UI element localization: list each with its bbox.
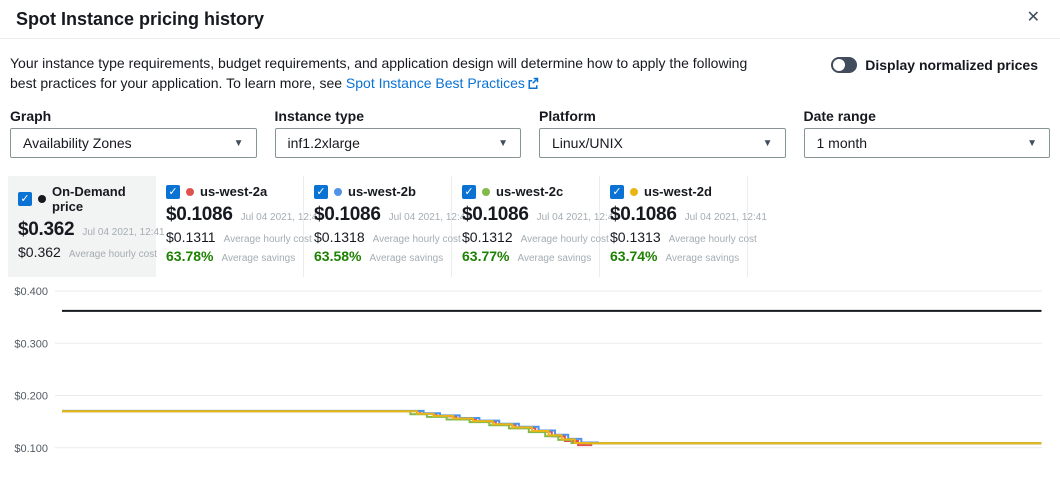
series-color-dot [630, 187, 638, 196]
average-savings: 63.74% [610, 248, 658, 264]
average-savings: 63.77% [462, 248, 510, 264]
series-line-us-west-2c [62, 410, 1042, 445]
legend-card-on-demand-price[interactable]: ✓ On-Demand price $0.362 Jul 04 2021, 12:41… [8, 176, 165, 277]
pricing-chart-svg[interactable]: $0.400$0.300$0.200$0.100$0.000Jun 15Jun … [0, 277, 1060, 489]
dialog-header: Spot Instance pricing history ✕ [0, 0, 1060, 39]
legend-card-us-west-2a[interactable]: ✓ us-west-2a $0.1086 Jul 04 2021, 12:41 $0.1… [156, 176, 323, 277]
chevron-down-icon: ▼ [1027, 137, 1037, 149]
toggle-knob [833, 59, 846, 71]
series-name: us-west-2d [644, 184, 712, 199]
average-hourly-cost-label: Average hourly cost [668, 234, 757, 245]
intro-text-body: Your instance type requirements, budget … [10, 55, 748, 91]
toggle-label: Display normalized prices [865, 57, 1038, 73]
legend-card-title: ✓ us-west-2d [610, 184, 737, 199]
legend-card-us-west-2d[interactable]: ✓ us-west-2d $0.1086 Jul 04 2021, 12:41 $0.1… [600, 176, 767, 277]
legend-cards-row: ✓ On-Demand price $0.362 Jul 04 2021, 12:41… [0, 164, 1060, 277]
series-line-us-west-2b [62, 409, 1042, 445]
platform-select[interactable]: Linux/UNIX ▼ [539, 128, 786, 158]
legend-card-title: ✓ us-west-2a [166, 184, 293, 199]
page-title: Spot Instance pricing history [16, 9, 265, 29]
series-name: On-Demand price [52, 184, 126, 214]
legend-checkbox[interactable]: ✓ [166, 184, 180, 199]
date-range-label: Date range [803, 108, 876, 124]
filter-platform: Platform Linux/UNIX ▼ [539, 108, 786, 158]
legend-checkbox[interactable]: ✓ [462, 184, 476, 199]
series-name: us-west-2a [200, 184, 268, 199]
legend-card-us-west-2c[interactable]: ✓ us-west-2c $0.1086 Jul 04 2021, 12:41 $0.1… [452, 176, 619, 277]
graph-select-value: Availability Zones [23, 135, 132, 151]
current-price: $0.1086 [314, 204, 381, 225]
external-link-icon [527, 74, 539, 94]
current-price: $0.362 [18, 219, 75, 240]
close-icon[interactable]: ✕ [1026, 9, 1040, 26]
intro-row: Your instance type requirements, budget … [0, 39, 1060, 98]
series-color-dot [334, 187, 342, 196]
pricing-chart: $0.400$0.300$0.200$0.100$0.000Jun 15Jun … [0, 277, 1060, 489]
y-axis-tick-label: $0.200 [14, 391, 48, 403]
legend-checkbox[interactable]: ✓ [18, 192, 32, 206]
average-hourly-cost: $0.1313 [610, 229, 661, 245]
average-hourly-cost: $0.1312 [462, 229, 513, 245]
legend-card-title: ✓ us-west-2c [462, 184, 589, 199]
date-range-select[interactable]: 1 month ▼ [803, 128, 1050, 158]
average-hourly-cost: $0.1311 [166, 229, 216, 245]
legend-card-title: ✓ us-west-2b [314, 184, 441, 199]
platform-select-value: Linux/UNIX [552, 135, 623, 151]
normalized-prices-toggle[interactable] [831, 57, 858, 73]
average-hourly-cost: $0.1318 [314, 229, 365, 245]
graph-select[interactable]: Availability Zones ▼ [10, 128, 257, 158]
current-price: $0.1086 [166, 204, 233, 225]
y-axis-tick-label: $0.300 [14, 338, 48, 350]
average-hourly-cost-label: Average hourly cost [372, 234, 461, 245]
y-axis-tick-label: $0.100 [14, 443, 48, 455]
chevron-down-icon: ▼ [498, 137, 508, 149]
legend-card-title: ✓ On-Demand price [18, 184, 145, 214]
instance-type-label: Instance type [274, 108, 364, 124]
intro-text: Your instance type requirements, budget … [10, 53, 762, 94]
average-savings-label: Average savings [221, 253, 296, 264]
series-color-dot [482, 187, 490, 196]
legend-checkbox[interactable]: ✓ [314, 184, 328, 199]
y-axis-tick-label: $0.400 [14, 286, 48, 298]
average-savings-label: Average savings [517, 253, 592, 264]
average-savings: 63.78% [166, 248, 214, 264]
average-hourly-cost: $0.362 [18, 244, 61, 260]
filter-instance-type: Instance type inf1.2xlarge ▼ [274, 108, 521, 158]
instance-type-select-value: inf1.2xlarge [287, 135, 360, 151]
chevron-down-icon: ▼ [762, 137, 773, 149]
current-price: $0.1086 [462, 204, 529, 225]
price-timestamp: Jul 04 2021, 12:41 [82, 227, 165, 238]
normalized-prices-toggle-group: Display normalized prices [831, 57, 1044, 73]
series-name: us-west-2c [496, 184, 564, 199]
series-line-us-west-2d [62, 410, 1042, 445]
price-timestamp: Jul 04 2021, 12:41 [536, 212, 619, 223]
filter-graph: Graph Availability Zones ▼ [10, 108, 257, 158]
legend-checkbox[interactable]: ✓ [610, 184, 624, 199]
series-color-dot [38, 195, 46, 203]
graph-label: Graph [10, 108, 52, 124]
legend-card-us-west-2b[interactable]: ✓ us-west-2b $0.1086 Jul 04 2021, 12:41 $0.1… [304, 176, 471, 277]
series-color-dot [186, 187, 194, 196]
price-timestamp: Jul 04 2021, 12:41 [240, 212, 323, 223]
average-savings-label: Average savings [665, 253, 740, 264]
price-timestamp: Jul 04 2021, 12:41 [684, 212, 767, 223]
instance-type-select[interactable]: inf1.2xlarge ▼ [274, 128, 521, 158]
filters-row: Graph Availability Zones ▼ Instance type… [0, 98, 1060, 164]
average-hourly-cost-label: Average hourly cost [68, 249, 158, 260]
filter-date-range: Date range 1 month ▼ [803, 108, 1050, 158]
average-savings-label: Average savings [369, 253, 444, 264]
current-price: $0.1086 [610, 204, 677, 225]
chevron-down-icon: ▼ [233, 137, 244, 149]
best-practices-link[interactable]: Spot Instance Best Practices [345, 75, 525, 91]
series-line-us-west-2a [62, 410, 1042, 447]
average-hourly-cost-label: Average hourly cost [223, 234, 312, 245]
platform-label: Platform [539, 108, 596, 124]
series-name: us-west-2b [348, 184, 416, 199]
date-range-select-value: 1 month [816, 135, 868, 151]
average-savings: 63.58% [314, 248, 362, 264]
average-hourly-cost-label: Average hourly cost [520, 234, 609, 245]
price-timestamp: Jul 04 2021, 12:41 [388, 212, 471, 223]
